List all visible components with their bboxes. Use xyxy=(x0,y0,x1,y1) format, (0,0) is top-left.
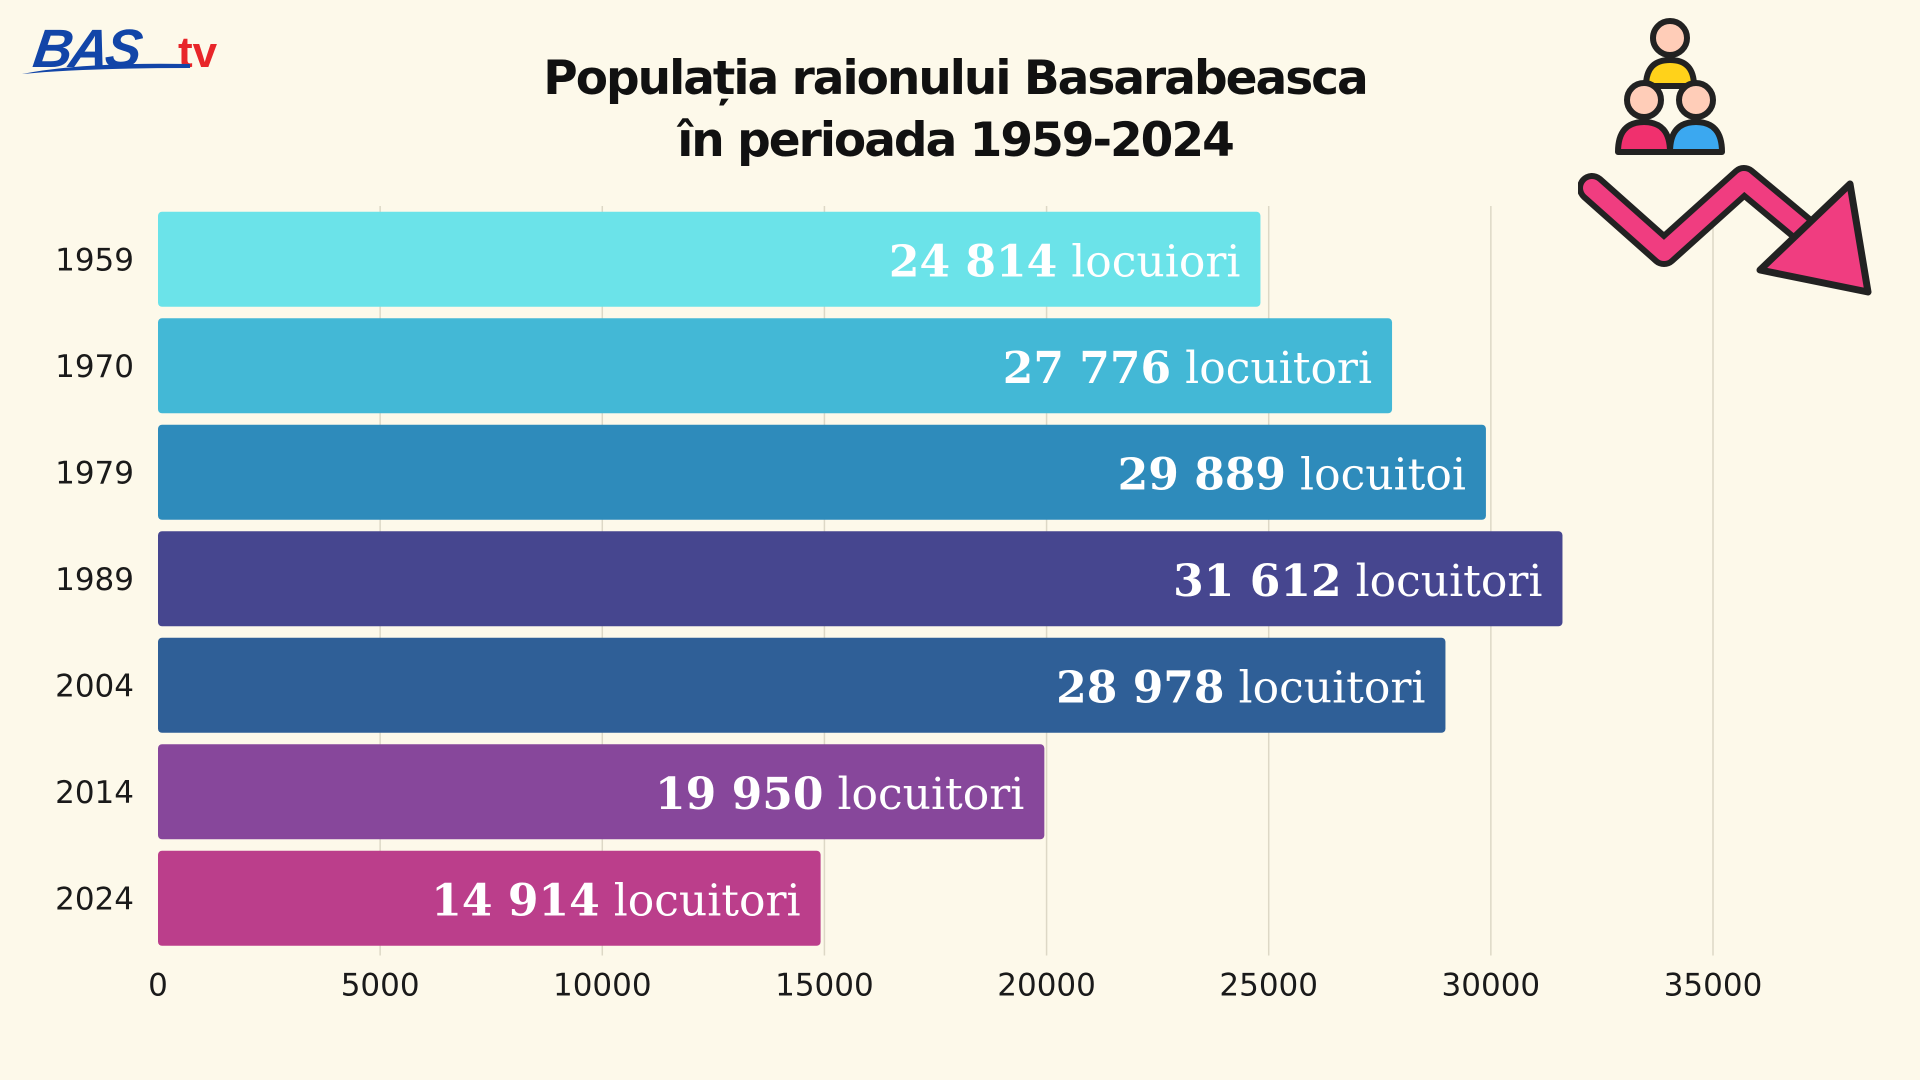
y-tick-label: 1979 xyxy=(55,455,134,491)
bar-value-unit: locuiori xyxy=(1057,236,1240,287)
bar-value-label: 19 950 locuitori xyxy=(655,769,1024,820)
chart-title-line-2: în perioada 1959-2024 xyxy=(677,113,1235,168)
bar-2004 xyxy=(158,637,1446,733)
chart-title: Populația raionului Basarabeasca în peri… xyxy=(0,48,1910,172)
y-tick-label: 2024 xyxy=(55,881,134,917)
x-tick-label: 15000 xyxy=(775,968,874,1004)
logo-swoosh-icon xyxy=(22,63,190,74)
bar-value-unit: locuitori xyxy=(1342,556,1543,607)
bar-value-number: 24 814 xyxy=(889,236,1057,287)
downward-trend-arrow-icon xyxy=(1578,165,1872,296)
x-tick-label: 25000 xyxy=(1219,968,1318,1004)
bar-1970 xyxy=(158,318,1393,414)
bar-1959 xyxy=(158,211,1261,307)
chart-title-line-1: Populația raionului Basarabeasca xyxy=(543,51,1369,106)
x-tick-label: 10000 xyxy=(553,968,652,1004)
bar-2024 xyxy=(158,850,821,946)
bar-value-label: 24 814 locuiori xyxy=(889,236,1241,287)
x-tick-label: 35000 xyxy=(1664,968,1763,1004)
bastv-logo: BAS tv xyxy=(22,18,232,82)
bar-value-unit: locuitori xyxy=(823,769,1024,820)
bar-value-number: 19 950 xyxy=(655,769,823,820)
x-tick-label: 5000 xyxy=(341,968,420,1004)
bar-1979 xyxy=(158,424,1486,520)
bar-value-unit: locuitori xyxy=(600,875,801,926)
y-tick-label: 2014 xyxy=(55,775,134,811)
logo-text-suffix: tv xyxy=(178,28,218,77)
bar-value-label: 29 889 locuitoi xyxy=(1118,449,1466,500)
y-tick-label: 1989 xyxy=(55,562,134,598)
bar-value-number: 29 889 xyxy=(1118,449,1286,500)
y-tick-label: 2004 xyxy=(55,668,134,704)
bar-value-unit: locuitori xyxy=(1225,662,1426,713)
bar-value-label: 31 612 locuitori xyxy=(1173,556,1542,607)
bar-value-number: 28 978 xyxy=(1056,662,1224,713)
bar-value-number: 14 914 xyxy=(431,875,599,926)
bar-value-unit: locuitori xyxy=(1171,343,1372,394)
bar-value-label: 27 776 locuitori xyxy=(1003,343,1372,394)
x-tick-label: 0 xyxy=(148,968,168,1004)
bar-value-unit: locuitoi xyxy=(1286,449,1466,500)
bar-value-number: 31 612 xyxy=(1173,556,1341,607)
x-tick-label: 30000 xyxy=(1442,968,1541,1004)
bar-value-number: 27 776 xyxy=(1003,343,1171,394)
bar-value-label: 28 978 locuitori xyxy=(1056,662,1425,713)
bar-1989 xyxy=(158,531,1563,627)
y-tick-label: 1970 xyxy=(55,349,134,385)
bar-2014 xyxy=(158,744,1045,840)
bar-value-label: 14 914 locuitori xyxy=(431,875,800,926)
y-tick-label: 1959 xyxy=(55,242,134,278)
people-group-icon xyxy=(1615,18,1725,155)
x-tick-label: 20000 xyxy=(997,968,1096,1004)
